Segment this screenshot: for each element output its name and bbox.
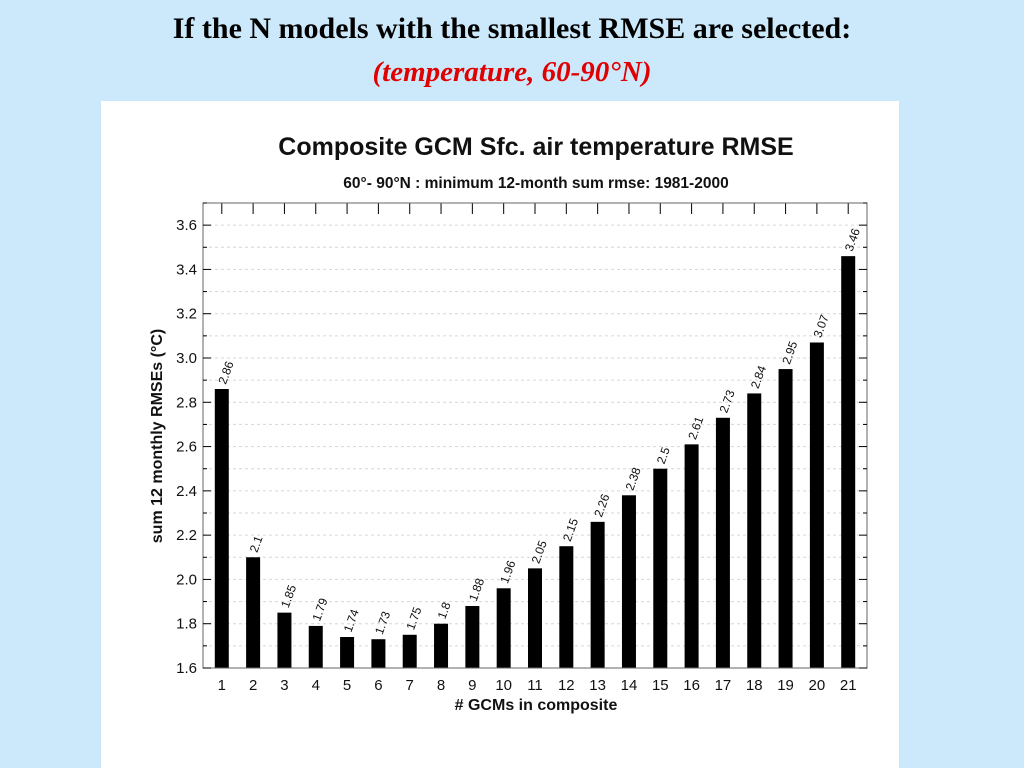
axes: 1 2 3 4 5 6 7 8 9 10 11 12 13 14 15 16 17 18 19 20 211.61.82… [176,202,868,694]
y-tick-label: 2.4 [176,483,197,500]
bars [214,256,856,668]
data-label: 2.84 [748,363,769,390]
x-tick-label: 8 [437,677,445,694]
y-tick-label: 3.0 [176,350,197,367]
data-label: 2.73 [717,388,738,415]
x-tick-label: 14 [621,677,638,694]
data-label: 1.75 [403,605,424,632]
data-label: 1.79 [309,596,330,623]
bar [653,468,668,668]
x-tick-label: 15 [652,677,669,694]
plot-frame [202,202,868,669]
x-tick-label: 6 [374,677,382,694]
data-label: 2.05 [529,538,550,565]
data-label: 1.73 [372,609,393,636]
data-label: 2.95 [779,339,800,366]
data-label: 1.85 [278,583,299,610]
data-label: 1.74 [341,607,362,634]
data-label: 2.86 [215,359,236,386]
bar [371,639,386,668]
slide-subtitle: (temperature, 60-90°N) [372,56,652,88]
x-tick-label: 17 [715,677,732,694]
y-tick-label: 3.2 [176,306,197,323]
bar [496,588,511,668]
x-tick-label: 9 [468,677,476,694]
y-tick-label: 2.6 [176,439,197,456]
x-tick-label: 1 [218,677,226,694]
data-label: 2.15 [560,516,581,543]
bar [621,495,636,668]
bar [308,625,323,668]
data-label: 1.96 [497,558,518,585]
y-tick-label: 2.2 [176,527,197,544]
bar [434,623,449,668]
x-tick-label: 16 [683,677,700,694]
bar [590,521,605,668]
x-tick-label: 7 [406,677,414,694]
x-tick-label: 10 [495,677,512,694]
y-tick-label: 3.4 [176,261,197,278]
x-tick-label: 20 [809,677,826,694]
y-tick-label: 1.8 [176,616,197,633]
data-label: 1.88 [466,576,487,603]
data-label: 2.1 [247,534,266,555]
chart-title: Composite GCM Sfc. air temperature RMSE [278,133,794,161]
chart-subtitle: 60°- 90°N : minimum 12-month sum rmse: 1… [343,175,729,192]
bar [340,637,355,668]
bar [747,393,762,668]
y-tick-label: 1.6 [176,660,197,677]
bar [402,634,417,668]
data-label: 2.5 [654,445,673,466]
data-label: 2.26 [591,492,612,519]
bar [778,369,793,668]
bar [528,568,542,668]
x-tick-label: 5 [343,677,351,694]
y-tick-label: 3.6 [176,217,197,234]
bar [715,417,730,668]
bar [214,389,229,668]
data-label: 1.8 [435,600,454,621]
data-label: 2.61 [685,414,706,441]
x-tick-label: 3 [280,677,288,694]
x-tick-label: 19 [777,677,794,694]
x-tick-label: 12 [558,677,575,694]
bar [559,546,574,668]
bar [684,444,699,668]
bar [841,256,856,668]
x-tick-label: 11 [527,677,543,694]
bar [246,557,261,668]
data-label: 2.38 [623,465,644,492]
x-axis-label: # GCMs in composite [455,697,618,714]
bar [465,606,480,668]
bar [277,612,292,668]
y-axis-label: sum 12 monthly RMSEs (°C) [149,329,166,543]
y-tick-label: 2.0 [176,571,197,588]
x-tick-label: 4 [312,677,320,694]
x-tick-label: 13 [589,677,606,694]
x-tick-label: 2 [249,677,257,694]
x-tick-label: 21 [840,677,857,694]
bar [809,342,824,668]
x-tick-label: 18 [746,677,763,694]
data-label: 3.46 [842,226,863,253]
slide-title: If the N models with the smallest RMSE a… [172,12,852,45]
y-tick-label: 2.8 [176,394,197,411]
